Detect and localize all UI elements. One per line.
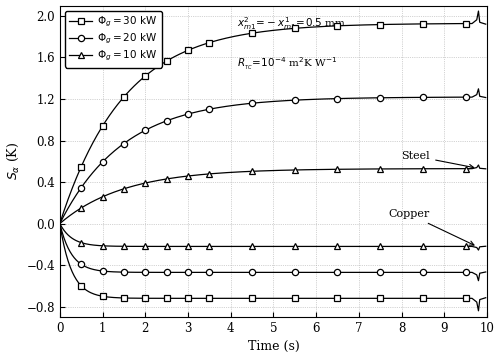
Text: Copper: Copper [388,209,474,245]
Text: $R_{_{TC}}\!=\!10^{-4}$ m$^{2}$K W$^{-1}$: $R_{_{TC}}\!=\!10^{-4}$ m$^{2}$K W$^{-1}… [237,55,338,72]
Y-axis label: $S_{\alpha}$ (K): $S_{\alpha}$ (K) [6,142,21,180]
Legend: $\Phi_g = 30$ kW, $\Phi_g = 20$ kW, $\Phi_g = 10$ kW: $\Phi_g = 30$ kW, $\Phi_g = 20$ kW, $\Ph… [65,11,162,67]
X-axis label: Time (s): Time (s) [248,340,300,354]
Text: $x^{2}_{m1}\!=\!-x^{1}_{m1}\!=\!0.5$ mm: $x^{2}_{m1}\!=\!-x^{1}_{m1}\!=\!0.5$ mm [237,15,346,32]
Text: Steel: Steel [402,151,473,169]
